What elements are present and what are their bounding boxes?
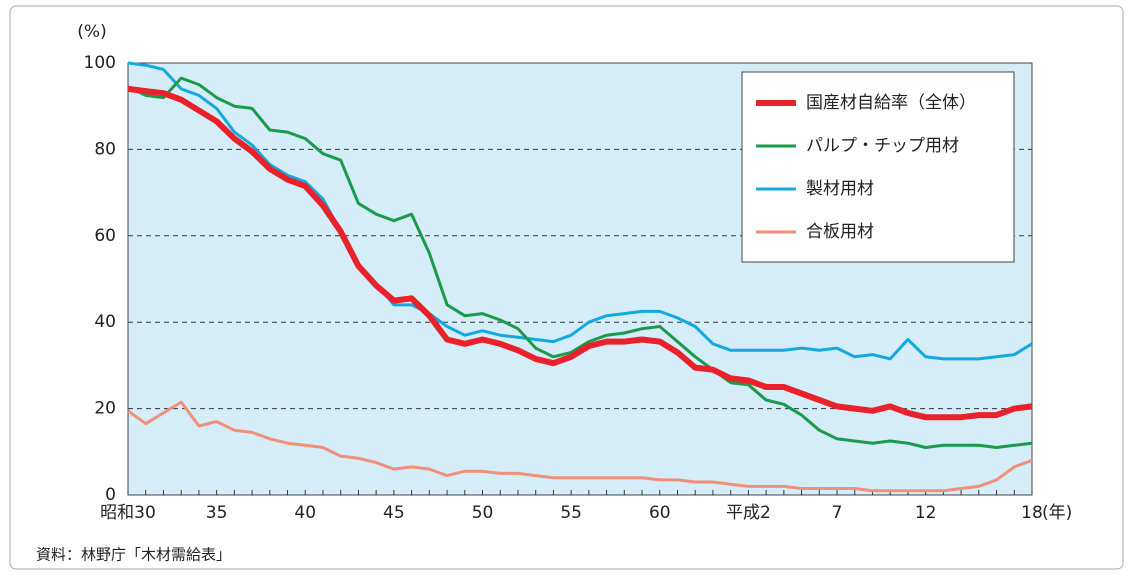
y-tick-label: 0 [105, 485, 116, 505]
y-unit: (%) [77, 22, 106, 42]
legend-label: 合板用材 [806, 222, 874, 242]
x-tick-label: 昭和30 [100, 503, 156, 523]
x-tick-label: 18 [1021, 503, 1043, 523]
y-tick-label: 20 [94, 399, 116, 419]
x-unit: (年) [1042, 503, 1072, 523]
x-tick-label: 50 [472, 503, 494, 523]
y-tick-label: 100 [84, 53, 116, 73]
legend-label: パルプ・チップ用材 [806, 136, 959, 156]
series-line [127, 85, 1033, 421]
x-tick-label: 60 [649, 503, 671, 523]
x-tick-label: 12 [915, 503, 937, 523]
y-tick-label: 80 [94, 139, 116, 159]
x-tick-label: 40 [294, 503, 316, 523]
x-tick-label: 35 [206, 503, 228, 523]
x-tick-label: 平成2 [726, 503, 771, 523]
x-tick-label: 55 [560, 503, 582, 523]
series-line [127, 400, 1033, 493]
x-tick-label: 7 [832, 503, 843, 523]
legend-label: 製材用材 [806, 179, 874, 199]
series-line [127, 76, 1033, 449]
y-tick-label: 60 [94, 226, 116, 246]
legend-label: 国産材自給率（全体） [806, 93, 976, 113]
x-tick-label: 45 [383, 503, 405, 523]
y-tick-label: 40 [94, 312, 116, 332]
source: 資料：林野庁「木材需給表」 [36, 546, 231, 564]
series-line [127, 61, 1033, 361]
